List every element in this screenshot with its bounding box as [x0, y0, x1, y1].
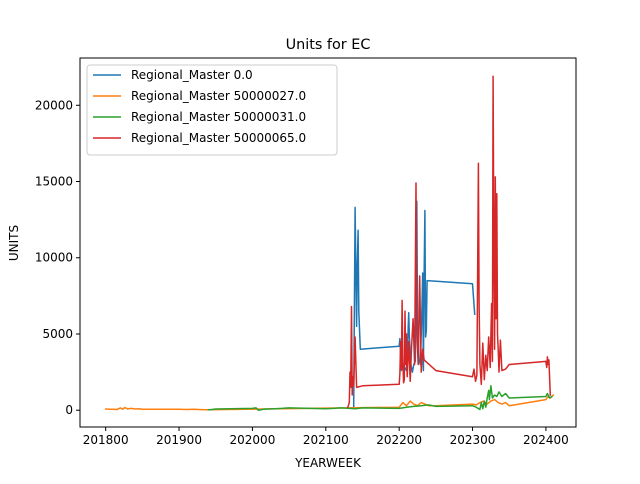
x-tick-label: 201900: [156, 433, 202, 447]
series-line-3: [207, 385, 553, 411]
x-axis-label: YEARWEEK: [294, 456, 362, 470]
y-tick-label: 5000: [42, 327, 73, 341]
legend-label: Regional_Master 50000027.0: [131, 89, 306, 103]
series-line-1: [352, 200, 476, 408]
series-line-2: [104, 393, 555, 411]
x-tick-label: 202100: [303, 433, 349, 447]
plot-lines: [104, 75, 555, 411]
plot-frame: [79, 57, 577, 428]
legend-label: Regional_Master 50000065.0: [131, 131, 306, 145]
y-tick-label: 10000: [35, 251, 73, 265]
y-tick-label: 20000: [35, 98, 73, 112]
chart-title: Units for EC: [286, 37, 371, 53]
x-tick-label: 202000: [230, 433, 276, 447]
legend-label: Regional_Master 0.0: [131, 68, 253, 82]
x-tick-label: 202300: [450, 433, 496, 447]
series-line-4: [346, 75, 552, 409]
x-tick-label: 202400: [523, 433, 569, 447]
legend: Regional_Master 0.0 Regional_Master 50000…: [86, 64, 338, 156]
legend-label: Regional_Master 50000031.0: [131, 110, 306, 124]
x-tick-label: 202200: [376, 433, 422, 447]
legend-box: [86, 64, 338, 156]
axis-ticks: 201800 201900 202000 202100 202200 202300 2024…: [35, 98, 569, 447]
x-tick-label: 201800: [83, 433, 129, 447]
y-tick-label: 15000: [35, 175, 73, 189]
y-axis-label: UNITS: [7, 225, 21, 261]
y-tick-label: 0: [65, 403, 73, 417]
